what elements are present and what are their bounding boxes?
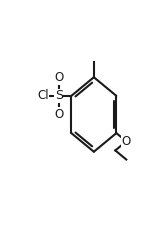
Text: Cl: Cl [37, 89, 49, 102]
Text: O: O [122, 135, 131, 148]
Text: O: O [54, 108, 63, 121]
Text: O: O [54, 71, 63, 84]
Text: S: S [55, 89, 63, 102]
